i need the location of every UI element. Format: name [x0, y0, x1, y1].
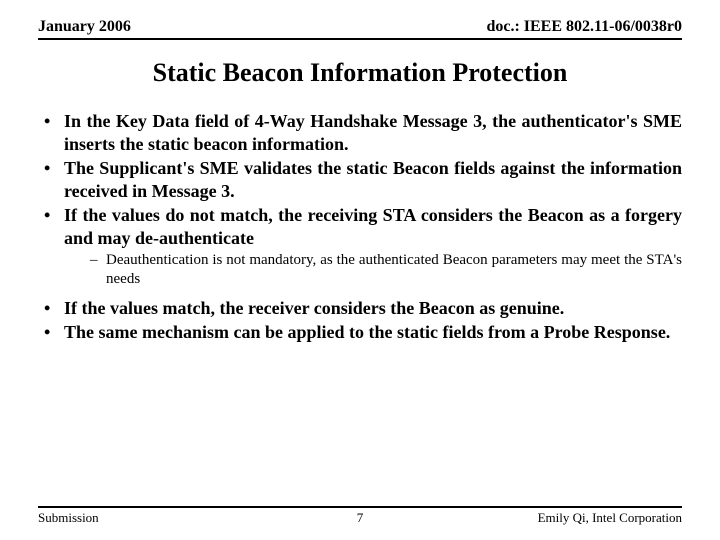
sub-bullet-item: Deauthentication is not mandatory, as th…	[64, 251, 682, 289]
bullet-item: If the values match, the receiver consid…	[38, 297, 682, 320]
slide-title: Static Beacon Information Protection	[38, 58, 682, 88]
slide-header: January 2006 doc.: IEEE 802.11-06/0038r0	[38, 18, 682, 40]
bullet-text: If the values do not match, the receivin…	[64, 205, 682, 248]
slide-footer: Submission 7 Emily Qi, Intel Corporation	[38, 506, 682, 526]
bullet-item: In the Key Data field of 4-Way Handshake…	[38, 110, 682, 155]
bullet-item: If the values do not match, the receivin…	[38, 204, 682, 289]
footer-left: Submission	[38, 510, 99, 526]
footer-author: Emily Qi, Intel Corporation	[538, 510, 682, 526]
header-doc-id: doc.: IEEE 802.11-06/0038r0	[486, 18, 682, 36]
bullet-item: The same mechanism can be applied to the…	[38, 321, 682, 344]
header-date: January 2006	[38, 18, 131, 36]
footer-page-number: 7	[357, 510, 364, 526]
bullet-list: In the Key Data field of 4-Way Handshake…	[38, 110, 682, 344]
sub-bullet-list: Deauthentication is not mandatory, as th…	[64, 251, 682, 289]
bullet-item: The Supplicant's SME validates the stati…	[38, 157, 682, 202]
